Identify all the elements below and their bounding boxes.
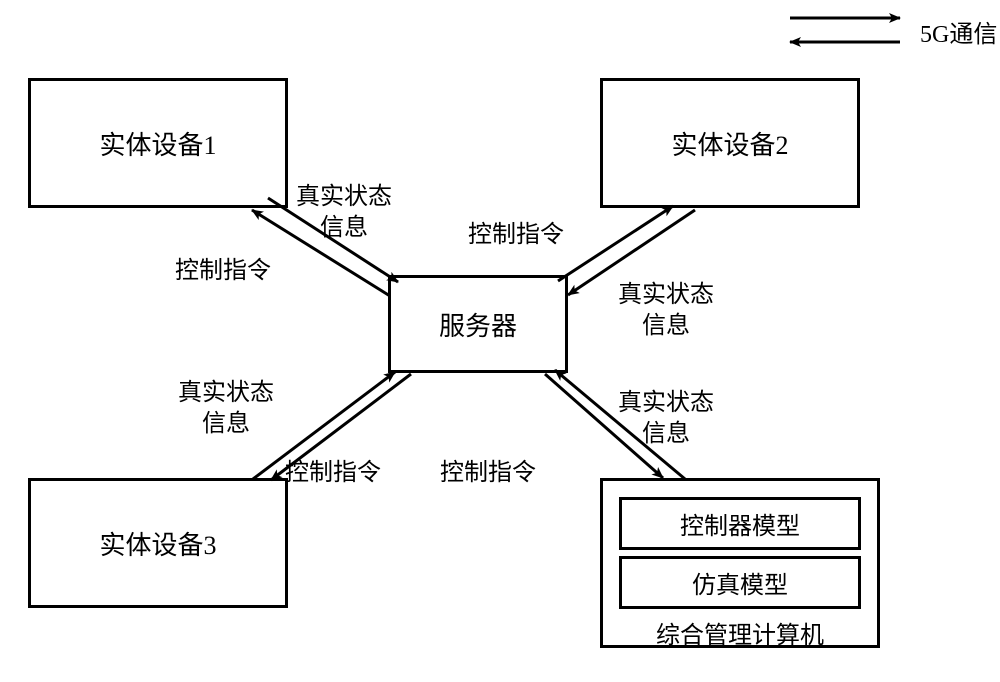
- edge-label-srv-e1: 控制指令: [175, 256, 271, 287]
- entity2-label: 实体设备2: [671, 125, 788, 162]
- edge-label-srv-mgr: 控制指令: [440, 458, 536, 489]
- manager-inner2-label: 仿真模型: [692, 573, 788, 599]
- edge-label-srv-e2: 控制指令: [468, 220, 564, 251]
- edge-label-mgr-srv: 真实状态 信息: [618, 388, 714, 450]
- edge-label-e3-srv: 真实状态 信息: [178, 378, 274, 440]
- edge-label-e2-srv: 真实状态 信息: [618, 280, 714, 342]
- entity3-node: 实体设备3: [28, 478, 288, 608]
- manager-inner2: 仿真模型: [619, 556, 861, 609]
- entity2-node: 实体设备2: [600, 78, 860, 208]
- manager-inner1: 控制器模型: [619, 497, 861, 550]
- server-label: 服务器: [439, 306, 517, 343]
- edge-label-srv-e3: 控制指令: [285, 458, 381, 489]
- server-node: 服务器: [388, 275, 568, 373]
- arrow-srv-to-e2: [558, 206, 673, 281]
- manager-caption: 综合管理计算机: [619, 615, 861, 650]
- entity1-node: 实体设备1: [28, 78, 288, 208]
- edge-label-e1-srv: 真实状态 信息: [296, 182, 392, 244]
- manager-node: 控制器模型 仿真模型 综合管理计算机: [600, 478, 880, 648]
- manager-inner1-label: 控制器模型: [680, 514, 800, 540]
- entity1-label: 实体设备1: [99, 125, 216, 162]
- entity3-label: 实体设备3: [99, 525, 216, 562]
- legend-label: 5G通信: [920, 20, 997, 51]
